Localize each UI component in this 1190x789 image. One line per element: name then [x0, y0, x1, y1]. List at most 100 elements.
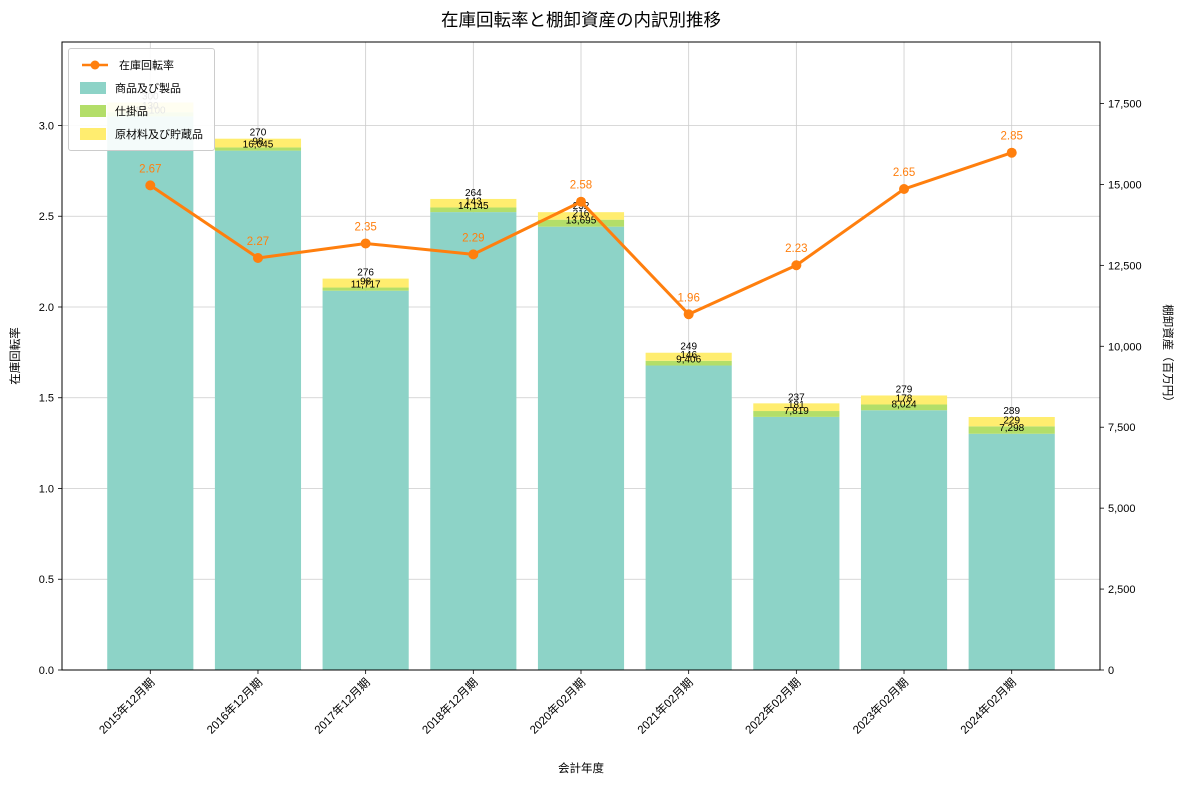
bar-segment: [753, 403, 840, 412]
bar-value-label: 279: [896, 384, 913, 395]
bar-value-label: 249: [680, 342, 697, 353]
line-marker: [1006, 147, 1017, 158]
bar-value-label: 264: [465, 188, 482, 199]
x-tick-label: 2017年12月期: [311, 675, 372, 736]
bar-segment: [968, 426, 1055, 434]
left-tick-label: 0.5: [39, 574, 54, 586]
legend-item-raw-materials: 原材料及び貯蔵品: [80, 126, 203, 142]
bar-segment: [322, 290, 409, 670]
left-tick-label: 1.0: [39, 483, 54, 495]
bar-segment: [537, 219, 625, 227]
legend-label-turnover: 在庫回転率: [119, 60, 174, 72]
x-tick-label: 2015年12月期: [96, 675, 157, 736]
right-axis-title: 棚卸資産（百万円）: [1161, 304, 1173, 408]
bar-segment: [860, 410, 948, 670]
bar-value-label: 289: [1003, 406, 1020, 417]
bar-segment: [214, 138, 302, 148]
line-value-label: 1.96: [677, 292, 699, 304]
line-value-label: 2.29: [462, 232, 484, 244]
line-value-label: 2.58: [570, 180, 592, 192]
bar-segment: [107, 116, 194, 670]
bar-segment: [537, 212, 625, 220]
x-tick-label: 2022年02月期: [742, 675, 803, 736]
bar-value-label: 146: [680, 350, 697, 361]
bar-value-label: 229: [1003, 415, 1020, 426]
bar-segment: [645, 365, 732, 670]
turnover-line-sample-icon: [82, 60, 108, 70]
line-value-label: 2.27: [247, 236, 269, 248]
line-value-label: 2.85: [1001, 131, 1023, 143]
bar-segment: [322, 287, 409, 291]
bar-segment: [322, 278, 409, 288]
bar-segment: [645, 360, 732, 366]
bar-value-label: 14,145: [458, 201, 489, 212]
x-tick-label: 2021年02月期: [634, 675, 695, 736]
line-marker: [252, 252, 263, 263]
wip-swatch-icon: [80, 105, 106, 117]
bar-value-label: 98: [252, 136, 264, 147]
bar-segment: [430, 212, 517, 671]
bar-value-label: 98: [360, 277, 372, 288]
legend-item-products: 商品及び製品: [80, 80, 203, 96]
bar-segment: [860, 395, 948, 405]
right-tick-label: 7,500: [1108, 422, 1136, 434]
bar-value-label: 237: [788, 392, 805, 403]
line-marker: [360, 238, 371, 249]
bar-segment: [860, 404, 948, 411]
bar-value-label: 178: [896, 393, 913, 404]
bar-value-label: 143: [465, 196, 482, 207]
right-tick-label: 15,000: [1108, 179, 1142, 191]
right-tick-label: 17,500: [1108, 99, 1142, 111]
right-tick-label: 12,500: [1108, 260, 1142, 272]
bar-value-label: 181: [788, 400, 805, 411]
bar-value-label: 8,024: [892, 399, 917, 410]
legend-label-raw-materials: 原材料及び貯蔵品: [115, 129, 203, 141]
bars: [107, 102, 1055, 671]
bar-segment: [645, 352, 732, 361]
bar-segment: [753, 411, 840, 417]
raw-materials-swatch-icon: [80, 128, 106, 140]
chart-title: 在庫回転率と棚卸資産の内訳別推移: [441, 10, 721, 30]
x-tick-label: 2023年02月期: [850, 675, 911, 736]
bar-value-label: 16,045: [243, 140, 274, 151]
right-tick-label: 0: [1108, 665, 1114, 677]
bar-value-label: 7,819: [784, 406, 809, 417]
bar-value-label: 9,406: [676, 355, 701, 366]
line-value-label: 2.65: [893, 167, 915, 179]
bar-segment: [968, 416, 1055, 427]
axis-ticks: [58, 103, 1104, 674]
line-marker: [683, 309, 694, 320]
bar-segment: [430, 198, 517, 208]
left-tick-label: 0.0: [39, 665, 54, 677]
line-marker: [791, 260, 802, 271]
bar-segment: [753, 416, 840, 670]
right-tick-label: 5,000: [1108, 503, 1136, 515]
legend-label-products: 商品及び製品: [115, 83, 181, 95]
line-marker: [468, 249, 479, 260]
bar-segment: [214, 150, 302, 670]
line-marker: [145, 180, 156, 191]
line-marker: [899, 184, 910, 195]
x-tick-label: 2016年12月期: [204, 675, 265, 736]
left-tick-label: 2.5: [39, 211, 54, 223]
right-tick-label: 10,000: [1108, 341, 1142, 353]
line-value-label: 2.67: [139, 163, 161, 175]
x-tick-label: 2020年02月期: [527, 675, 588, 736]
legend-label-wip: 仕掛品: [115, 106, 148, 118]
left-tick-label: 3.0: [39, 120, 54, 132]
bar-segment: [537, 226, 625, 671]
line-value-label: 2.35: [354, 221, 376, 233]
bar-value-label: 11,717: [351, 280, 381, 291]
products-swatch-icon: [80, 82, 106, 94]
bar-value-label: 270: [250, 128, 267, 139]
left-axis-title: 在庫回転率: [10, 327, 22, 385]
bar-segment: [214, 147, 302, 151]
bar-segment: [430, 207, 517, 213]
legend-item-wip: 仕掛品: [80, 103, 203, 119]
x-tick-label: 2018年12月期: [419, 675, 480, 736]
x-axis-title: 会計年度: [558, 763, 604, 775]
bar-value-label: 216: [573, 209, 590, 220]
left-tick-label: 2.0: [39, 302, 54, 314]
